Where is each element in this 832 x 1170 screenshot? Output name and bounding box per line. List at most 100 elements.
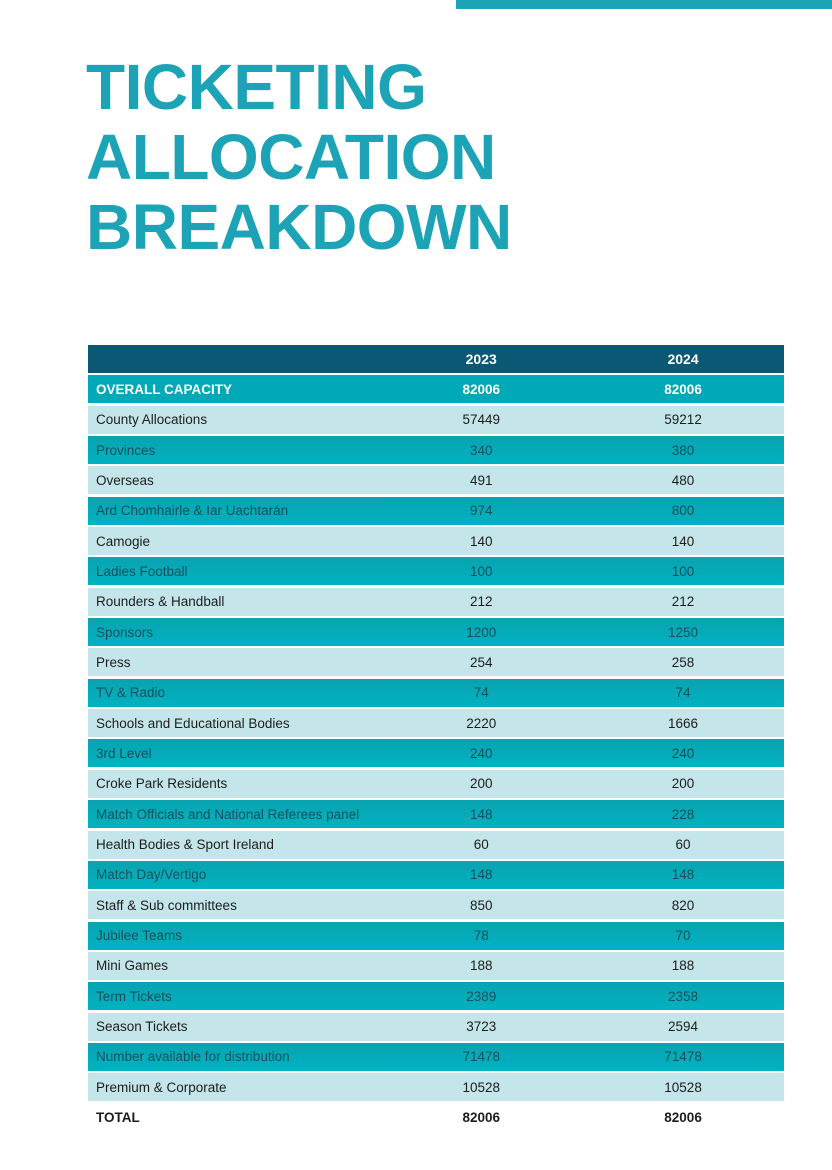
- row-label: Term Tickets: [96, 988, 172, 1004]
- row-label: Camogie: [96, 533, 151, 549]
- table-row: Provinces 340 380: [88, 436, 784, 465]
- row-value-2023: 100: [469, 563, 493, 579]
- row-label: Premium & Corporate: [96, 1079, 227, 1095]
- row-label: Schools and Educational Bodies: [96, 715, 290, 731]
- row-value-2023: 188: [469, 958, 493, 974]
- page-title-line: ALLOCATION: [86, 121, 496, 193]
- page-title-line: TICKETING: [86, 51, 427, 123]
- row-label: Jubilee Teams: [96, 928, 183, 944]
- row-value-2024: 74: [675, 685, 691, 701]
- row-value-2024: 148: [671, 867, 695, 883]
- table-row: 3rd Level 240 240: [88, 739, 784, 768]
- row-label: Match Day/Vertigo: [96, 867, 207, 883]
- row-value-2023: 2220: [466, 715, 497, 731]
- row-value-2023: 340: [469, 442, 493, 458]
- row-value-2024: 70: [675, 928, 691, 944]
- row-value-2023: 212: [469, 594, 493, 610]
- row-value-2024: 71478: [664, 1049, 702, 1065]
- row-label: Season Tickets: [96, 1019, 188, 1035]
- row-value-2024: 380: [671, 442, 695, 458]
- table-row: TOTAL 82006 82006: [88, 1103, 784, 1132]
- row-value-2023: 240: [469, 745, 493, 761]
- table-row: Rounders & Handball 212 212: [88, 587, 784, 616]
- row-label: Match Officials and National Referees pa…: [96, 806, 360, 822]
- row-value-2024: 480: [671, 472, 695, 488]
- row-value-2023: 60: [473, 837, 489, 852]
- table-row: OVERALL CAPACITY 82006 82006: [88, 375, 784, 404]
- table-row: Ard Chomhairle & Iar Uachtarán 974 800: [88, 496, 784, 525]
- row-value-2024: 82006: [664, 1110, 702, 1126]
- row-label: Health Bodies & Sport Ireland: [96, 837, 274, 852]
- table-row: Season Tickets 3723 2594: [88, 1012, 784, 1041]
- table-row: Number available for distribution 71478 71…: [88, 1042, 784, 1071]
- page-title-line: BREAKDOWN: [86, 191, 512, 263]
- row-value-2024: 212: [671, 594, 695, 610]
- row-value-2023: 3723: [466, 1019, 497, 1035]
- year-column-2023: 2023: [465, 351, 497, 367]
- row-value-2023: 148: [469, 867, 493, 883]
- row-label: Sponsors: [96, 624, 154, 640]
- row-value-2024: 82006: [664, 381, 702, 397]
- row-label: Provinces: [96, 442, 156, 458]
- table-body: OVERALL CAPACITY 82006 82006 County Allocat…: [88, 375, 784, 1132]
- row-value-2023: 140: [469, 533, 493, 549]
- row-label: TV & Radio: [96, 685, 166, 701]
- row-label: Mini Games: [96, 958, 169, 974]
- table-row: Ladies Football 100 100: [88, 557, 784, 586]
- row-label: 3rd Level: [96, 745, 152, 761]
- row-label: Rounders & Handball: [96, 594, 225, 610]
- row-label: OVERALL CAPACITY: [96, 381, 233, 397]
- top-accent-bar: [456, 0, 832, 9]
- row-value-2023: 491: [469, 472, 493, 488]
- row-value-2023: 78: [473, 928, 489, 944]
- row-label: Number available for distribution: [96, 1049, 290, 1065]
- row-value-2024: 800: [671, 503, 695, 519]
- row-value-2024: 820: [671, 897, 695, 913]
- row-value-2023: 254: [469, 654, 493, 670]
- table-row: County Allocations 57449 59212: [88, 405, 784, 434]
- row-value-2023: 10528: [462, 1079, 500, 1095]
- row-value-2024: 1666: [668, 715, 699, 731]
- table-row: Premium & Corporate 10528 10528: [88, 1073, 784, 1102]
- table-row: Press 254 258: [88, 648, 784, 677]
- page-title: TICKETING ALLOCATION BREAKDOWN: [86, 52, 512, 262]
- table-row: Staff & Sub committees 850 820: [88, 891, 784, 920]
- row-value-2024: 200: [671, 776, 695, 792]
- row-value-2024: 2358: [668, 988, 699, 1004]
- table-row: Schools and Educational Bodies 2220 1666: [88, 709, 784, 738]
- row-value-2023: 71478: [462, 1049, 500, 1065]
- table-row: Health Bodies & Sport Ireland 60 60: [88, 830, 784, 859]
- table-row: Sponsors 1200 1250: [88, 618, 784, 647]
- table-row: Jubilee Teams 78 70: [88, 921, 784, 950]
- table-row: Croke Park Residents 200 200: [88, 769, 784, 798]
- table-row: Term Tickets 2389 2358: [88, 982, 784, 1011]
- row-label: Croke Park Residents: [96, 776, 228, 792]
- table-row: Match Officials and National Referees pa…: [88, 800, 784, 829]
- row-value-2023: 82006: [462, 1110, 500, 1126]
- table-row: Camogie 140 140: [88, 527, 784, 556]
- row-value-2024: 1250: [668, 624, 699, 640]
- row-value-2023: 2389: [466, 988, 497, 1004]
- row-value-2024: 228: [671, 806, 695, 822]
- row-value-2023: 974: [469, 503, 493, 519]
- row-value-2024: 2594: [668, 1019, 699, 1035]
- allocation-table: 2023 2024 OVERALL CAPACITY 82006 82006 Coun…: [88, 345, 784, 1134]
- row-value-2024: 59212: [664, 412, 702, 428]
- row-value-2024: 10528: [664, 1079, 702, 1095]
- row-label: Staff & Sub committees: [96, 897, 237, 913]
- row-value-2023: 200: [469, 776, 493, 792]
- row-value-2024: 188: [671, 958, 695, 974]
- row-label: Press: [96, 654, 131, 670]
- row-value-2023: 82006: [462, 381, 500, 397]
- table-row: Overseas 491 480: [88, 466, 784, 495]
- row-value-2024: 240: [671, 745, 695, 761]
- row-label: Ladies Football: [96, 563, 188, 579]
- row-label: Ard Chomhairle & Iar Uachtarán: [96, 503, 289, 519]
- table-row: Mini Games 188 188: [88, 951, 784, 980]
- row-value-2023: 148: [469, 806, 493, 822]
- row-value-2024: 60: [675, 837, 691, 852]
- row-label: Overseas: [96, 472, 154, 488]
- row-value-2024: 140: [671, 533, 695, 549]
- row-value-2024: 100: [671, 563, 695, 579]
- row-value-2023: 850: [469, 897, 493, 913]
